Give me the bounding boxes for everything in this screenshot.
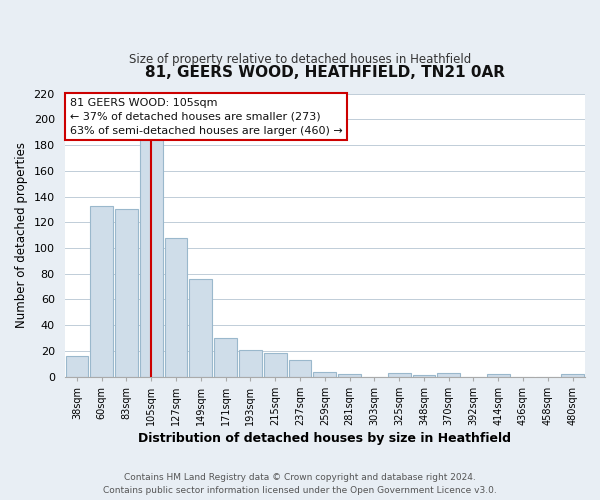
Title: 81, GEERS WOOD, HEATHFIELD, TN21 0AR: 81, GEERS WOOD, HEATHFIELD, TN21 0AR [145, 65, 505, 80]
Bar [115, 210, 138, 376]
Text: Contains HM Land Registry data © Crown copyright and database right 2024.
Contai: Contains HM Land Registry data © Crown c… [103, 474, 497, 495]
Bar [264, 354, 287, 376]
X-axis label: Distribution of detached houses by size in Heathfield: Distribution of detached houses by size … [138, 432, 511, 445]
Text: 81 GEERS WOOD: 105sqm
← 37% of detached houses are smaller (273)
63% of semi-det: 81 GEERS WOOD: 105sqm ← 37% of detached … [70, 98, 343, 136]
Bar [313, 372, 336, 376]
Bar [140, 140, 163, 376]
Bar [65, 356, 88, 376]
Bar [487, 374, 509, 376]
Bar [91, 206, 113, 376]
Bar [437, 373, 460, 376]
Bar [289, 360, 311, 376]
Y-axis label: Number of detached properties: Number of detached properties [15, 142, 28, 328]
Bar [214, 338, 237, 376]
Bar [561, 374, 584, 376]
Bar [190, 279, 212, 376]
Bar [164, 238, 187, 376]
Bar [338, 374, 361, 376]
Bar [239, 350, 262, 376]
Text: Size of property relative to detached houses in Heathfield: Size of property relative to detached ho… [129, 52, 471, 66]
Bar [388, 373, 410, 376]
